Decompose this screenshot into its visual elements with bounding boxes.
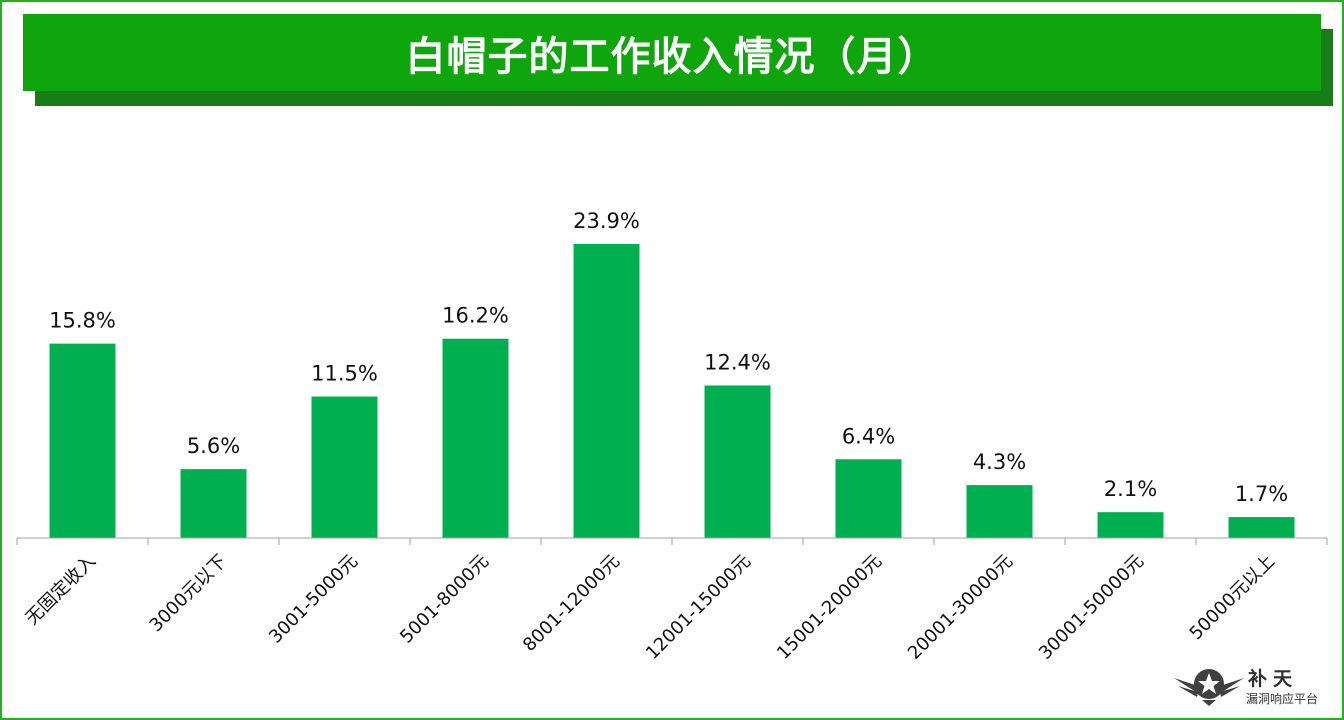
title-bar: 白帽子的工作收入情况（月） xyxy=(23,14,1321,91)
bar-5 xyxy=(704,385,771,538)
data-label-9: 1.7% xyxy=(1235,482,1288,506)
data-label-2: 11.5% xyxy=(311,362,378,386)
x-tick-label-2: 3001-5000元 xyxy=(265,551,362,648)
data-label-3: 16.2% xyxy=(442,304,509,328)
bar-9 xyxy=(1228,517,1295,538)
bar-2 xyxy=(311,396,378,538)
data-label-5: 12.4% xyxy=(704,350,771,374)
logo-main-text: 补天 xyxy=(1248,668,1299,690)
data-label-6: 6.4% xyxy=(842,424,895,448)
x-ticks-group xyxy=(16,538,1328,545)
x-tick-label-8: 30001-50000元 xyxy=(1035,551,1148,664)
bar-4 xyxy=(573,244,640,538)
butian-logo: 补天 漏洞响应平台 xyxy=(1168,664,1332,714)
star-wings-icon xyxy=(1174,669,1244,706)
x-tick-label-3: 5001-8000元 xyxy=(396,551,493,648)
bar-0 xyxy=(49,343,116,538)
bar-3 xyxy=(442,338,509,538)
x-tick-label-9: 50000元以上 xyxy=(1186,551,1280,645)
x-tick-label-7: 20001-30000元 xyxy=(904,551,1017,664)
bar-6 xyxy=(835,459,902,538)
x-tick-label-5: 12001-15000元 xyxy=(642,551,755,664)
chart-title: 白帽子的工作收入情况（月） xyxy=(405,33,939,80)
data-labels-group: 15.8% 5.6% 11.5% 16.2% 23.9% 12.4% 6.4% 4.3% 2.1… xyxy=(49,209,1288,506)
x-tick-label-1: 3000元以下 xyxy=(146,551,231,636)
data-label-8: 2.1% xyxy=(1104,477,1157,501)
data-label-1: 5.6% xyxy=(187,434,240,458)
data-label-7: 4.3% xyxy=(973,450,1026,474)
bar-7 xyxy=(966,485,1033,538)
bars-group xyxy=(49,244,1295,538)
x-tick-labels-group: 无固定收入 3000元以下 3001-5000元 5001-8000元 8001-120… xyxy=(22,551,1279,664)
x-tick-label-6: 15001-20000元 xyxy=(773,551,886,664)
data-label-0: 15.8% xyxy=(49,309,116,333)
x-tick-label-0: 无固定收入 xyxy=(22,551,100,629)
x-tick-label-4: 8001-12000元 xyxy=(519,551,624,656)
logo-sub-text: 漏洞响应平台 xyxy=(1246,692,1319,706)
data-label-4: 23.9% xyxy=(573,209,640,233)
bar-8 xyxy=(1097,512,1164,538)
bar-1 xyxy=(180,469,247,538)
